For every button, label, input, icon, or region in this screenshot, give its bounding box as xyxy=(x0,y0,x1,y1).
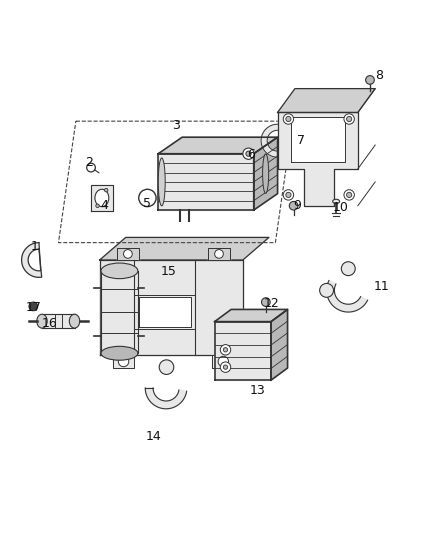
Polygon shape xyxy=(212,356,234,368)
Text: 11: 11 xyxy=(374,279,389,293)
Ellipse shape xyxy=(243,148,254,159)
Ellipse shape xyxy=(346,192,352,198)
Polygon shape xyxy=(158,137,278,154)
Polygon shape xyxy=(215,310,287,321)
Polygon shape xyxy=(327,280,367,312)
Ellipse shape xyxy=(286,116,291,122)
Ellipse shape xyxy=(37,314,47,328)
Text: 12: 12 xyxy=(263,297,279,310)
Text: 13: 13 xyxy=(250,384,266,397)
Ellipse shape xyxy=(283,114,293,124)
Ellipse shape xyxy=(261,298,270,306)
Ellipse shape xyxy=(124,249,132,259)
Text: 7: 7 xyxy=(297,134,305,147)
Ellipse shape xyxy=(283,190,293,200)
Polygon shape xyxy=(42,314,74,328)
Text: 3: 3 xyxy=(172,119,180,132)
Text: 15: 15 xyxy=(161,265,177,278)
Ellipse shape xyxy=(118,356,129,367)
Text: 9: 9 xyxy=(293,199,301,212)
Text: 10: 10 xyxy=(332,201,348,214)
Ellipse shape xyxy=(341,262,355,276)
Text: 17: 17 xyxy=(25,301,41,314)
Text: 16: 16 xyxy=(42,317,58,330)
Polygon shape xyxy=(215,321,271,380)
Polygon shape xyxy=(91,185,113,211)
Polygon shape xyxy=(113,356,134,368)
Ellipse shape xyxy=(220,345,231,355)
Ellipse shape xyxy=(96,204,99,207)
Text: 8: 8 xyxy=(375,69,384,82)
Ellipse shape xyxy=(159,360,174,375)
Text: 5: 5 xyxy=(143,197,152,210)
Polygon shape xyxy=(271,310,287,380)
Polygon shape xyxy=(290,117,345,163)
Ellipse shape xyxy=(289,201,298,210)
Ellipse shape xyxy=(366,76,374,84)
Ellipse shape xyxy=(158,158,165,206)
Ellipse shape xyxy=(344,114,354,124)
Ellipse shape xyxy=(344,190,354,200)
Ellipse shape xyxy=(69,314,80,328)
Polygon shape xyxy=(117,248,139,260)
Polygon shape xyxy=(101,271,138,353)
Polygon shape xyxy=(278,88,375,112)
Ellipse shape xyxy=(263,154,268,193)
Ellipse shape xyxy=(333,199,339,204)
Polygon shape xyxy=(208,248,230,260)
Text: 6: 6 xyxy=(247,148,255,161)
Polygon shape xyxy=(21,243,42,277)
Ellipse shape xyxy=(105,188,108,192)
Ellipse shape xyxy=(220,362,231,373)
Ellipse shape xyxy=(101,346,138,360)
Ellipse shape xyxy=(95,189,109,207)
Ellipse shape xyxy=(223,365,228,369)
Text: 1: 1 xyxy=(31,240,39,254)
Ellipse shape xyxy=(346,116,352,122)
Ellipse shape xyxy=(101,263,138,279)
Ellipse shape xyxy=(246,151,251,156)
Ellipse shape xyxy=(218,356,229,367)
Text: 4: 4 xyxy=(100,199,108,212)
Polygon shape xyxy=(100,237,269,260)
Ellipse shape xyxy=(320,284,333,297)
Polygon shape xyxy=(278,112,358,206)
Polygon shape xyxy=(145,388,187,409)
Ellipse shape xyxy=(29,302,38,311)
Polygon shape xyxy=(261,124,278,157)
Text: 14: 14 xyxy=(146,430,162,443)
Polygon shape xyxy=(100,260,243,356)
Polygon shape xyxy=(254,137,278,210)
Polygon shape xyxy=(139,297,191,327)
Polygon shape xyxy=(158,154,254,210)
Ellipse shape xyxy=(215,249,223,259)
Text: 2: 2 xyxy=(85,156,93,169)
Ellipse shape xyxy=(286,192,291,198)
Ellipse shape xyxy=(223,348,228,352)
